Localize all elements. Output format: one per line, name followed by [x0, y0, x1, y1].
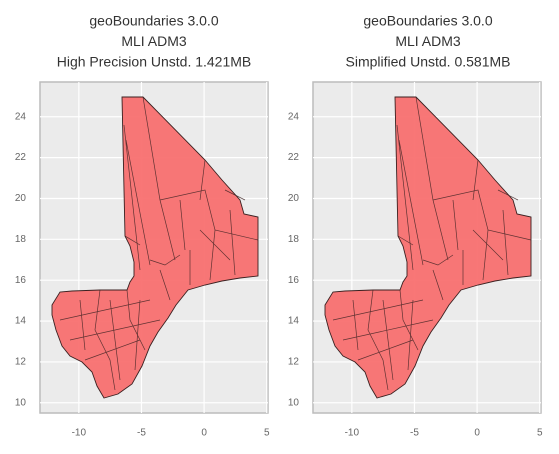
y-tick-label: 16 [288, 275, 300, 286]
chart-title: Simplified Unstd. 0.581MB [346, 54, 511, 70]
x-tick-label: 0 [201, 428, 207, 439]
y-tick-label: 18 [288, 234, 300, 245]
map-panel: -10 -5 0 5 10 12 14 16 18 20 22 24 geoBoundaries 3.0… [15, 13, 270, 439]
y-tick-label: 14 [288, 316, 300, 327]
y-tick-label: 22 [15, 152, 27, 163]
x-tick-label: 5 [537, 428, 543, 439]
y-tick-label: 10 [288, 397, 300, 408]
chart-title: MLI ADM3 [395, 33, 461, 49]
x-tick-label: -5 [410, 428, 419, 439]
y-tick-label: 24 [15, 111, 27, 122]
y-tick-label: 16 [15, 275, 27, 286]
y-tick-label: 14 [15, 316, 27, 327]
y-tick-label: 20 [15, 193, 27, 204]
x-tick-label: 5 [264, 428, 270, 439]
map-panel: -10 -5 0 5 10 12 14 16 18 20 22 24 geoBoundaries 3.0… [288, 13, 543, 439]
chart-title: geoBoundaries 3.0.0 [363, 13, 492, 29]
y-tick-label: 12 [288, 357, 300, 368]
x-tick-label: -5 [137, 428, 146, 439]
y-tick-label: 20 [288, 193, 300, 204]
chart-title: geoBoundaries 3.0.0 [89, 13, 218, 29]
y-tick-label: 22 [288, 152, 300, 163]
x-tick-label: -10 [345, 428, 360, 439]
chart-title: MLI ADM3 [121, 33, 187, 49]
y-tick-label: 12 [15, 357, 27, 368]
y-tick-label: 18 [15, 234, 27, 245]
y-tick-label: 10 [15, 397, 27, 408]
y-tick-label: 24 [288, 111, 300, 122]
chart-title: High Precision Unstd. 1.421MB [57, 54, 252, 70]
x-tick-label: 0 [474, 428, 480, 439]
x-tick-label: -10 [72, 428, 87, 439]
